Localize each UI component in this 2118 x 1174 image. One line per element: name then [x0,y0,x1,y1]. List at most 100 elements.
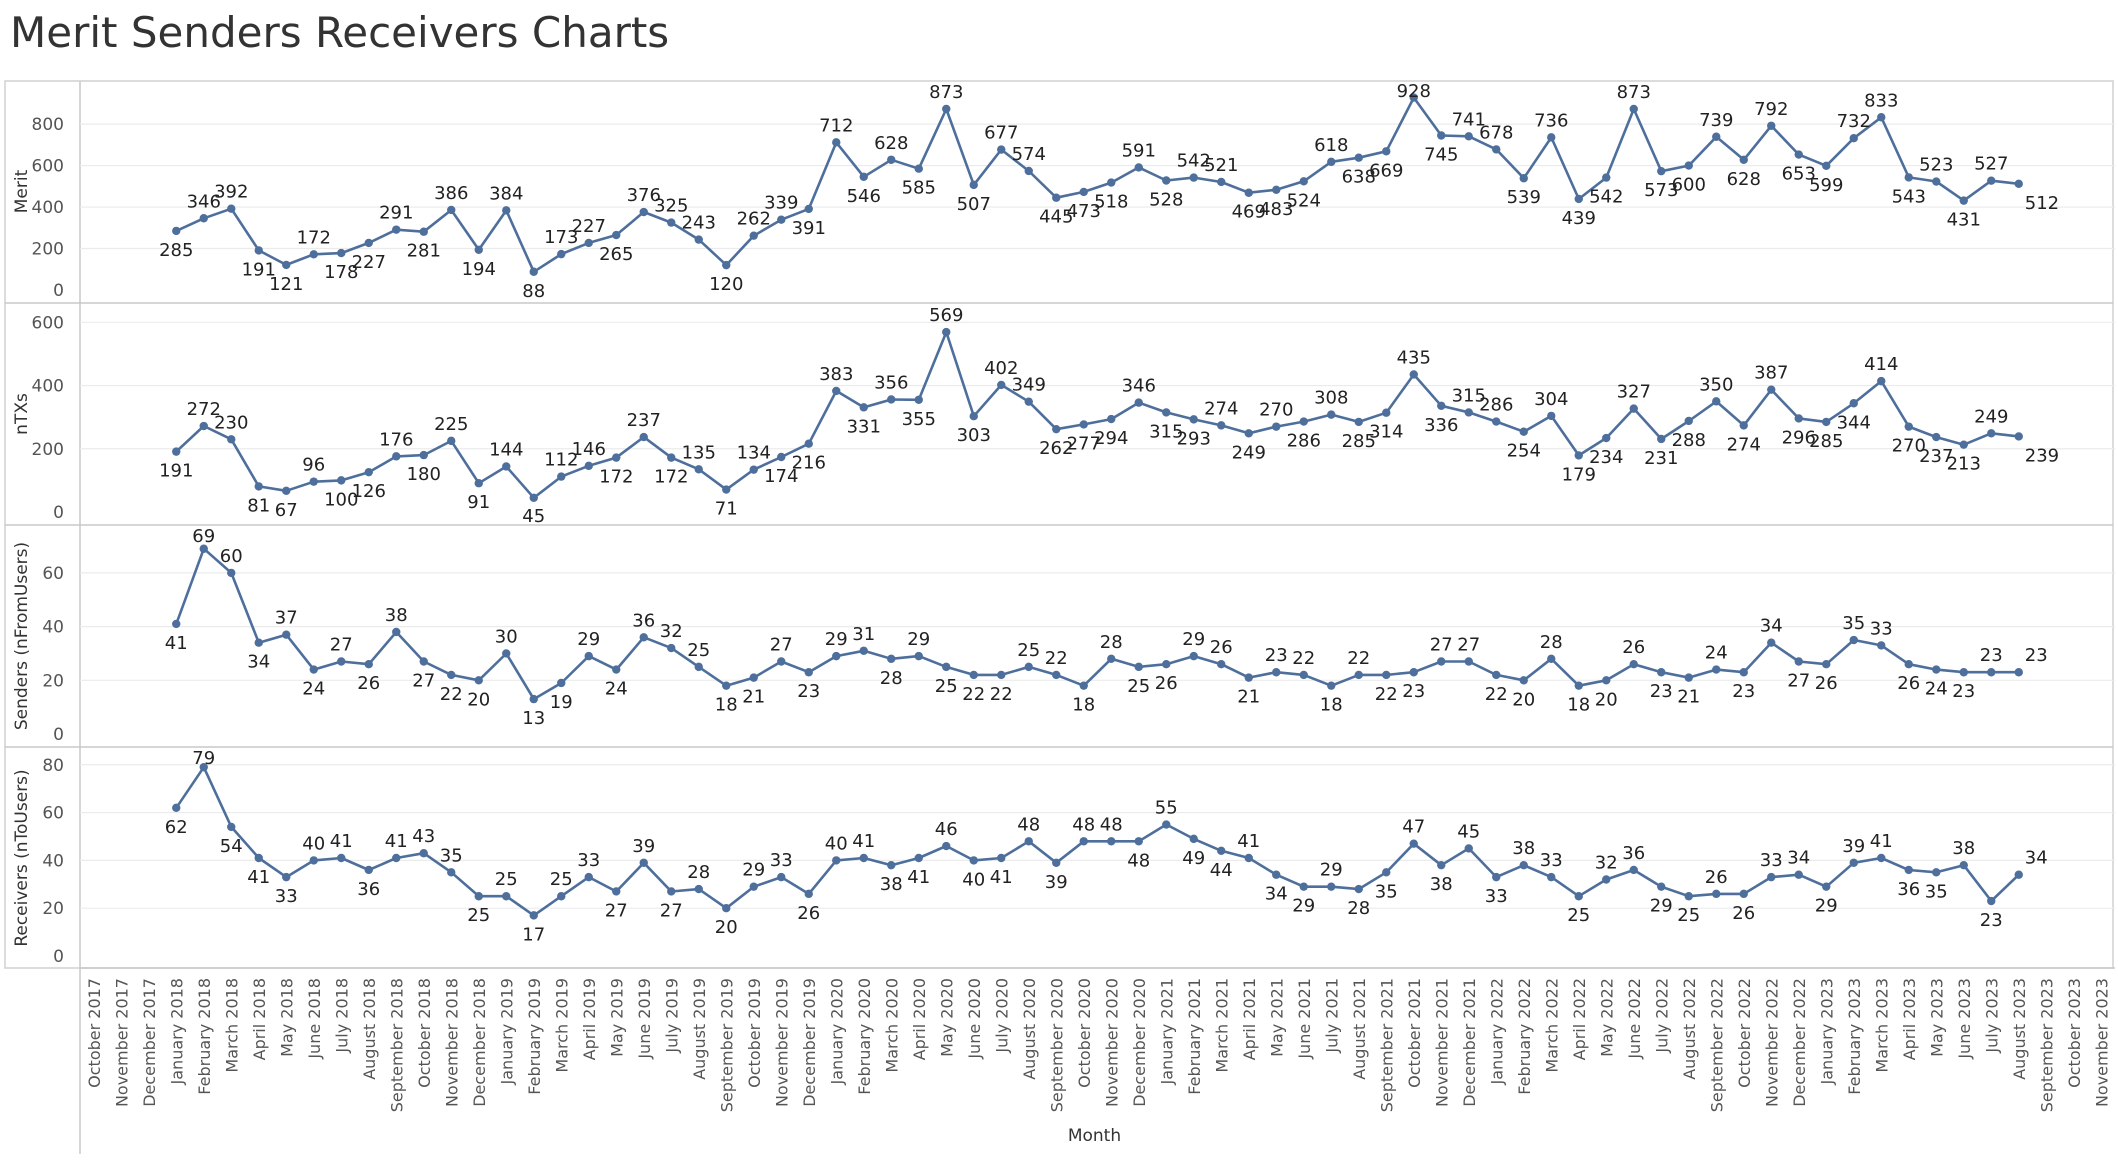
data-label: 29 [742,860,765,881]
x-tick-label: August 2018 [360,978,379,1080]
data-label: 262 [1039,438,1073,459]
data-label: 18 [1072,695,1095,716]
data-point [1767,121,1776,130]
x-tick-label: September 2022 [1707,978,1726,1112]
data-point [1574,451,1583,460]
data-label: 315 [1452,385,1486,406]
data-point [2014,870,2023,879]
data-label: 285 [1342,431,1376,452]
y-axis-title: nTXs [12,393,32,435]
data-point [1849,134,1858,143]
data-label: 628 [1727,169,1761,190]
data-label: 120 [709,274,743,295]
data-point [282,486,291,496]
data-point [969,670,978,680]
x-tick-label: April 2021 [1240,978,1259,1060]
data-point [1932,665,1941,674]
data-label: 29 [1292,896,1315,917]
data-point [859,172,868,181]
data-point [1849,858,1858,867]
data-label: 178 [324,262,358,283]
data-label: 174 [764,466,798,487]
data-point [832,856,841,865]
data-point [474,676,483,685]
x-tick-label: February 2021 [1185,978,1204,1095]
data-point [584,461,593,471]
data-point [914,651,923,661]
data-label: 435 [1397,347,1431,368]
data-point [1959,860,1968,870]
data-label: 741 [1452,109,1486,130]
x-tick-label: April 2020 [910,978,929,1060]
data-label: 27 [412,671,435,692]
data-label: 34 [1787,848,1810,869]
x-tick-label: February 2023 [1845,978,1864,1095]
data-label: 48 [1072,814,1095,835]
data-label: 191 [159,461,193,482]
data-label: 225 [434,414,468,435]
data-label: 231 [1644,448,1678,469]
data-point [612,453,621,462]
y-tick-label: 200 [32,240,64,260]
data-point [667,218,676,227]
x-tick-label: February 2022 [1515,978,1534,1095]
x-tick-label: July 2022 [1652,978,1671,1054]
data-point [1959,440,1968,449]
data-label: 27 [1457,635,1480,656]
data-label: 303 [957,425,991,446]
data-label: 22 [990,684,1013,705]
data-label: 528 [1149,190,1183,211]
data-label: 39 [1842,836,1865,857]
data-point [529,694,538,704]
x-tick-label: October 2021 [1405,978,1424,1088]
data-point [612,230,621,240]
data-label: 47 [1402,817,1425,838]
data-point [1024,837,1033,846]
data-label: 23 [1980,910,2003,931]
data-label: 237 [1919,446,1953,467]
data-point [942,327,951,337]
data-point [1382,408,1391,417]
x-tick-label: December 2020 [1130,978,1149,1107]
data-label: 507 [957,194,991,215]
data-label: 24 [1925,679,1948,700]
data-label: 355 [902,409,936,430]
data-point [1217,659,1226,669]
x-tick-label: August 2019 [690,978,709,1080]
x-tick-label: October 2023 [2065,978,2084,1088]
data-label: 928 [1397,81,1431,102]
y-tick-label: 200 [32,440,64,460]
data-label: 22 [1045,648,1068,669]
data-point [1382,868,1391,877]
data-label: 33 [1870,618,1893,639]
data-label: 339 [764,193,798,214]
data-label: 325 [654,196,688,217]
x-tick-label: November 2018 [442,978,461,1107]
data-point [502,462,511,471]
data-point [1519,676,1528,685]
data-point [1877,853,1886,863]
data-point [1492,417,1501,426]
y-tick-label: 0 [53,725,64,745]
data-point [1904,422,1913,431]
data-point [1354,670,1363,680]
data-point [1464,844,1473,853]
data-point [1712,889,1721,899]
data-label: 24 [302,679,325,700]
data-point [282,872,291,882]
data-label: 285 [159,240,193,261]
data-label: 41 [1237,831,1260,852]
data-label: 392 [214,182,248,203]
data-label: 28 [1347,898,1370,919]
data-point [309,665,318,674]
data-point [1079,837,1088,846]
data-point [1052,858,1061,867]
data-point [804,204,813,214]
data-point [1547,411,1556,421]
data-point [942,662,951,672]
data-point [1024,166,1033,176]
data-label: 22 [962,684,985,705]
data-label: 17 [522,924,545,945]
series-line [175,96,2019,274]
data-label: 26 [1705,867,1728,888]
